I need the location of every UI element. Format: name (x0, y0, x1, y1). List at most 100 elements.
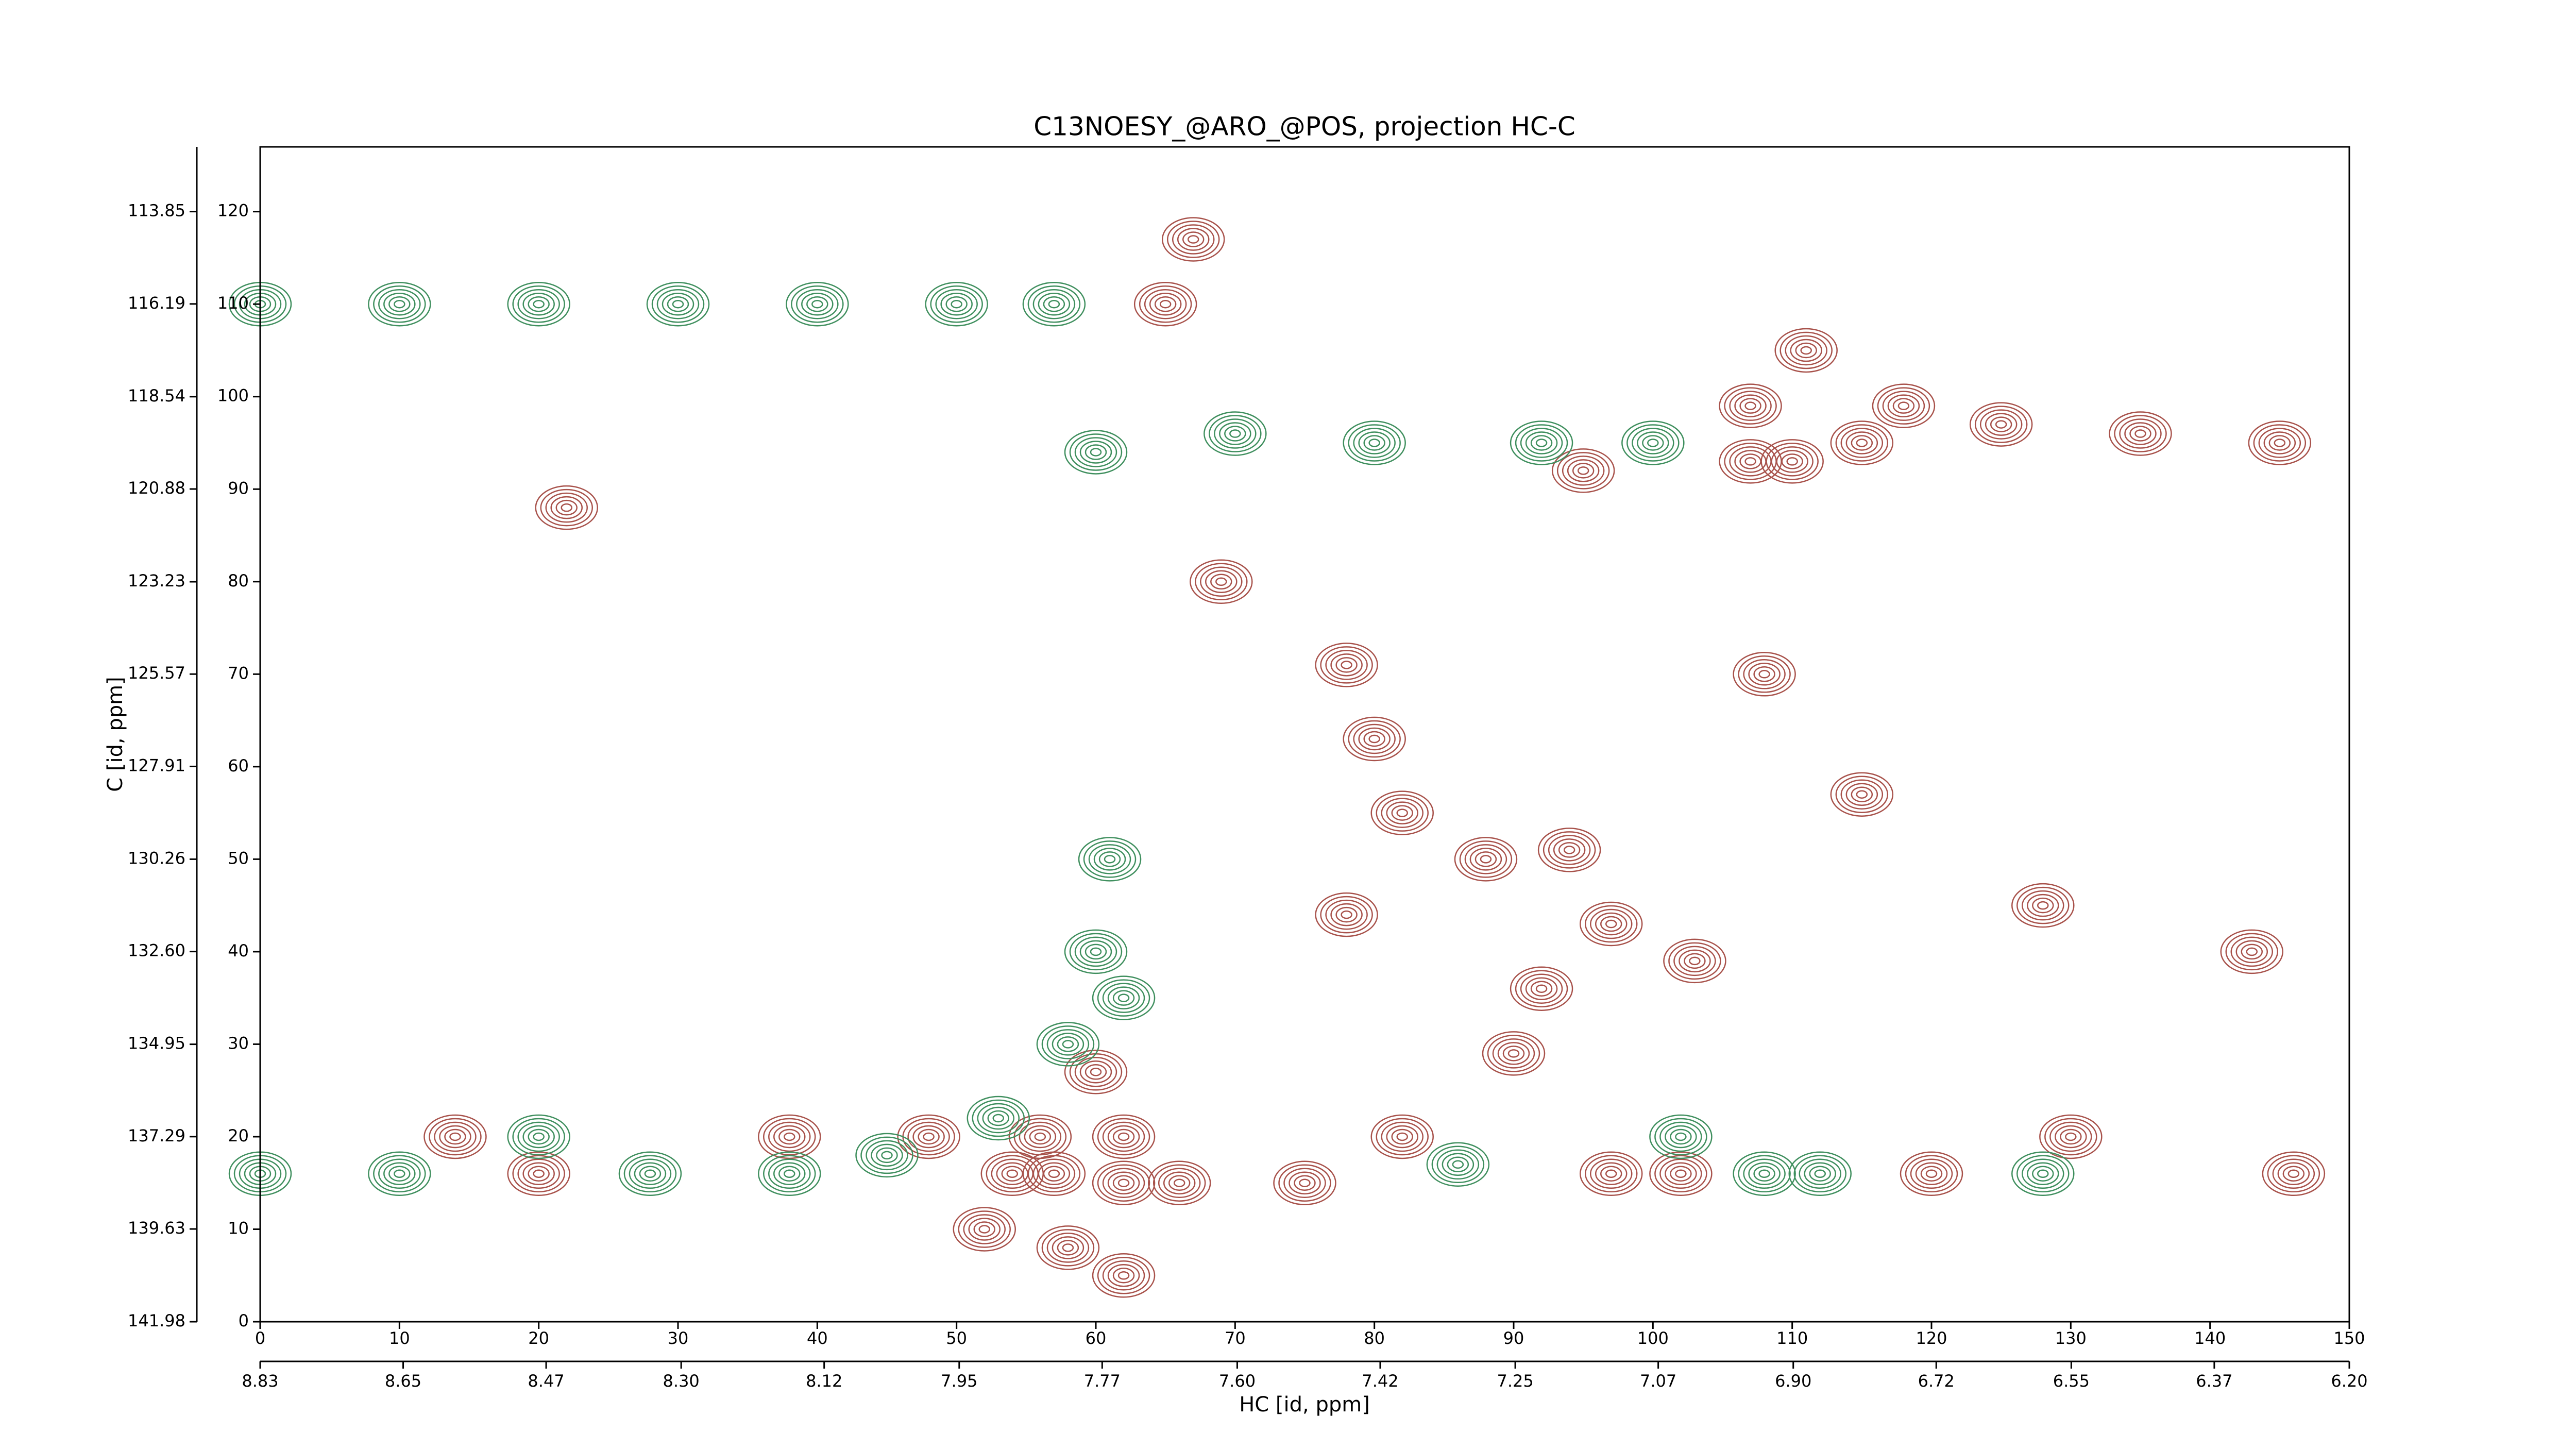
contour-ring (1358, 431, 1391, 454)
contour-ring (1877, 387, 1930, 425)
contour-ring (1814, 1169, 1826, 1178)
contour-ring (977, 1103, 1020, 1134)
contour-ring (1299, 1178, 1311, 1187)
contour-ring (667, 296, 689, 312)
contour-ring (1074, 936, 1117, 967)
contour-ring (925, 281, 988, 327)
contour-ring (1083, 840, 1137, 878)
contour-ring (1386, 801, 1418, 824)
contour-ring (1107, 986, 1140, 1009)
contour-ring (871, 1143, 903, 1167)
contour-ring (1133, 281, 1197, 327)
contour-ring (2272, 1158, 2315, 1189)
contour-ring (1117, 1132, 1130, 1141)
peak (2039, 1114, 2103, 1159)
contour-ring (1969, 402, 2033, 447)
contour-ring (434, 1121, 477, 1152)
contour-ring (1840, 779, 1884, 810)
contour-ring (1892, 398, 1915, 414)
contour-ring (378, 1158, 421, 1189)
contour-ring (773, 1162, 806, 1186)
x-tick-label: 100 (1637, 1328, 1669, 1348)
contour-ring (1090, 947, 1102, 956)
contour-ring (784, 1169, 795, 1178)
contour-ring (1785, 335, 1827, 366)
contour-ring (1595, 912, 1628, 936)
contour-ring (945, 296, 968, 312)
contour-ring (1990, 416, 2012, 432)
peak (1315, 643, 1378, 687)
contour-ring (1480, 855, 1492, 864)
y-tick-label: 120 (217, 201, 249, 221)
contour-ring (1090, 1068, 1102, 1076)
contour-ring (1793, 1155, 1846, 1193)
x-axis-label: HC [id, ppm] (1239, 1393, 1370, 1417)
contour-ring (1376, 794, 1429, 832)
contour-ring (1368, 439, 1380, 447)
contour-ring (1748, 1162, 1781, 1186)
contour-ring (1995, 420, 2007, 429)
contour-ring (1032, 289, 1076, 319)
contour-ring (528, 1128, 550, 1145)
contour-ring (1182, 231, 1205, 247)
peak (1830, 772, 1894, 817)
contour-ring (930, 285, 983, 323)
contour-ring (1052, 1236, 1084, 1259)
contour-ring (1739, 398, 1761, 414)
contour-ring (1689, 956, 1701, 966)
contour-ring (1724, 443, 1777, 480)
contour-ring (1905, 1155, 1958, 1193)
contour-ring (507, 1114, 570, 1159)
contour-ring (1738, 1155, 1791, 1193)
contour-ring (1215, 577, 1227, 586)
x-tick-label: 140 (2194, 1328, 2226, 1348)
contour-ring (533, 1132, 545, 1141)
contour-ring (1330, 903, 1363, 926)
peak (1649, 1114, 1713, 1159)
contour-ring (1551, 448, 1615, 493)
contour-ring (1036, 1225, 1100, 1270)
contour-ring (1621, 420, 1685, 465)
contour-ring (951, 299, 962, 309)
contour-ring (1729, 391, 1772, 421)
contour-ring (1079, 441, 1112, 464)
y-tick-label: 70 (228, 663, 249, 683)
contour-ring (2246, 947, 2258, 956)
contour-ring (634, 1162, 667, 1186)
contour-ring (1062, 1243, 1074, 1252)
contour-ring (1856, 790, 1868, 799)
contour-ring (507, 281, 570, 327)
contour-ring (1107, 1171, 1140, 1194)
x-tick-label: 80 (1364, 1328, 1385, 1348)
peak (1537, 828, 1601, 872)
contour-ring (1734, 394, 1767, 417)
x2-tick-label: 7.60 (1219, 1371, 1256, 1391)
contour-ring (1102, 983, 1145, 1013)
y-tick-label: 40 (228, 941, 249, 961)
contour-ring (517, 1158, 560, 1189)
peak (368, 281, 431, 327)
contour-ring (535, 485, 598, 530)
contour-ring (388, 296, 411, 312)
contour-ring (1325, 650, 1368, 680)
y2-tick-label: 130.26 (128, 848, 185, 868)
peak (1343, 420, 1406, 465)
y-tick-label: 90 (228, 478, 249, 498)
x2-tick-label: 6.90 (1775, 1371, 1811, 1391)
contour-ring (1584, 905, 1638, 943)
contour-ring (1835, 424, 1889, 462)
peak (1064, 1050, 1128, 1094)
contour-ring (1325, 899, 1368, 930)
contour-ring (1370, 790, 1434, 835)
contour-ring (1744, 401, 1756, 410)
peak (2248, 420, 2312, 465)
y-tick-label: 20 (228, 1126, 249, 1145)
contour-ring (1525, 431, 1558, 454)
contour-ring (1442, 1153, 1475, 1176)
contour-ring (1159, 299, 1172, 309)
contour-ring (1845, 783, 1878, 806)
x2-tick-label: 8.83 (242, 1371, 278, 1391)
contour-ring (1733, 652, 1796, 697)
y2-tick-label: 123.23 (128, 571, 185, 591)
peak (507, 1151, 570, 1197)
